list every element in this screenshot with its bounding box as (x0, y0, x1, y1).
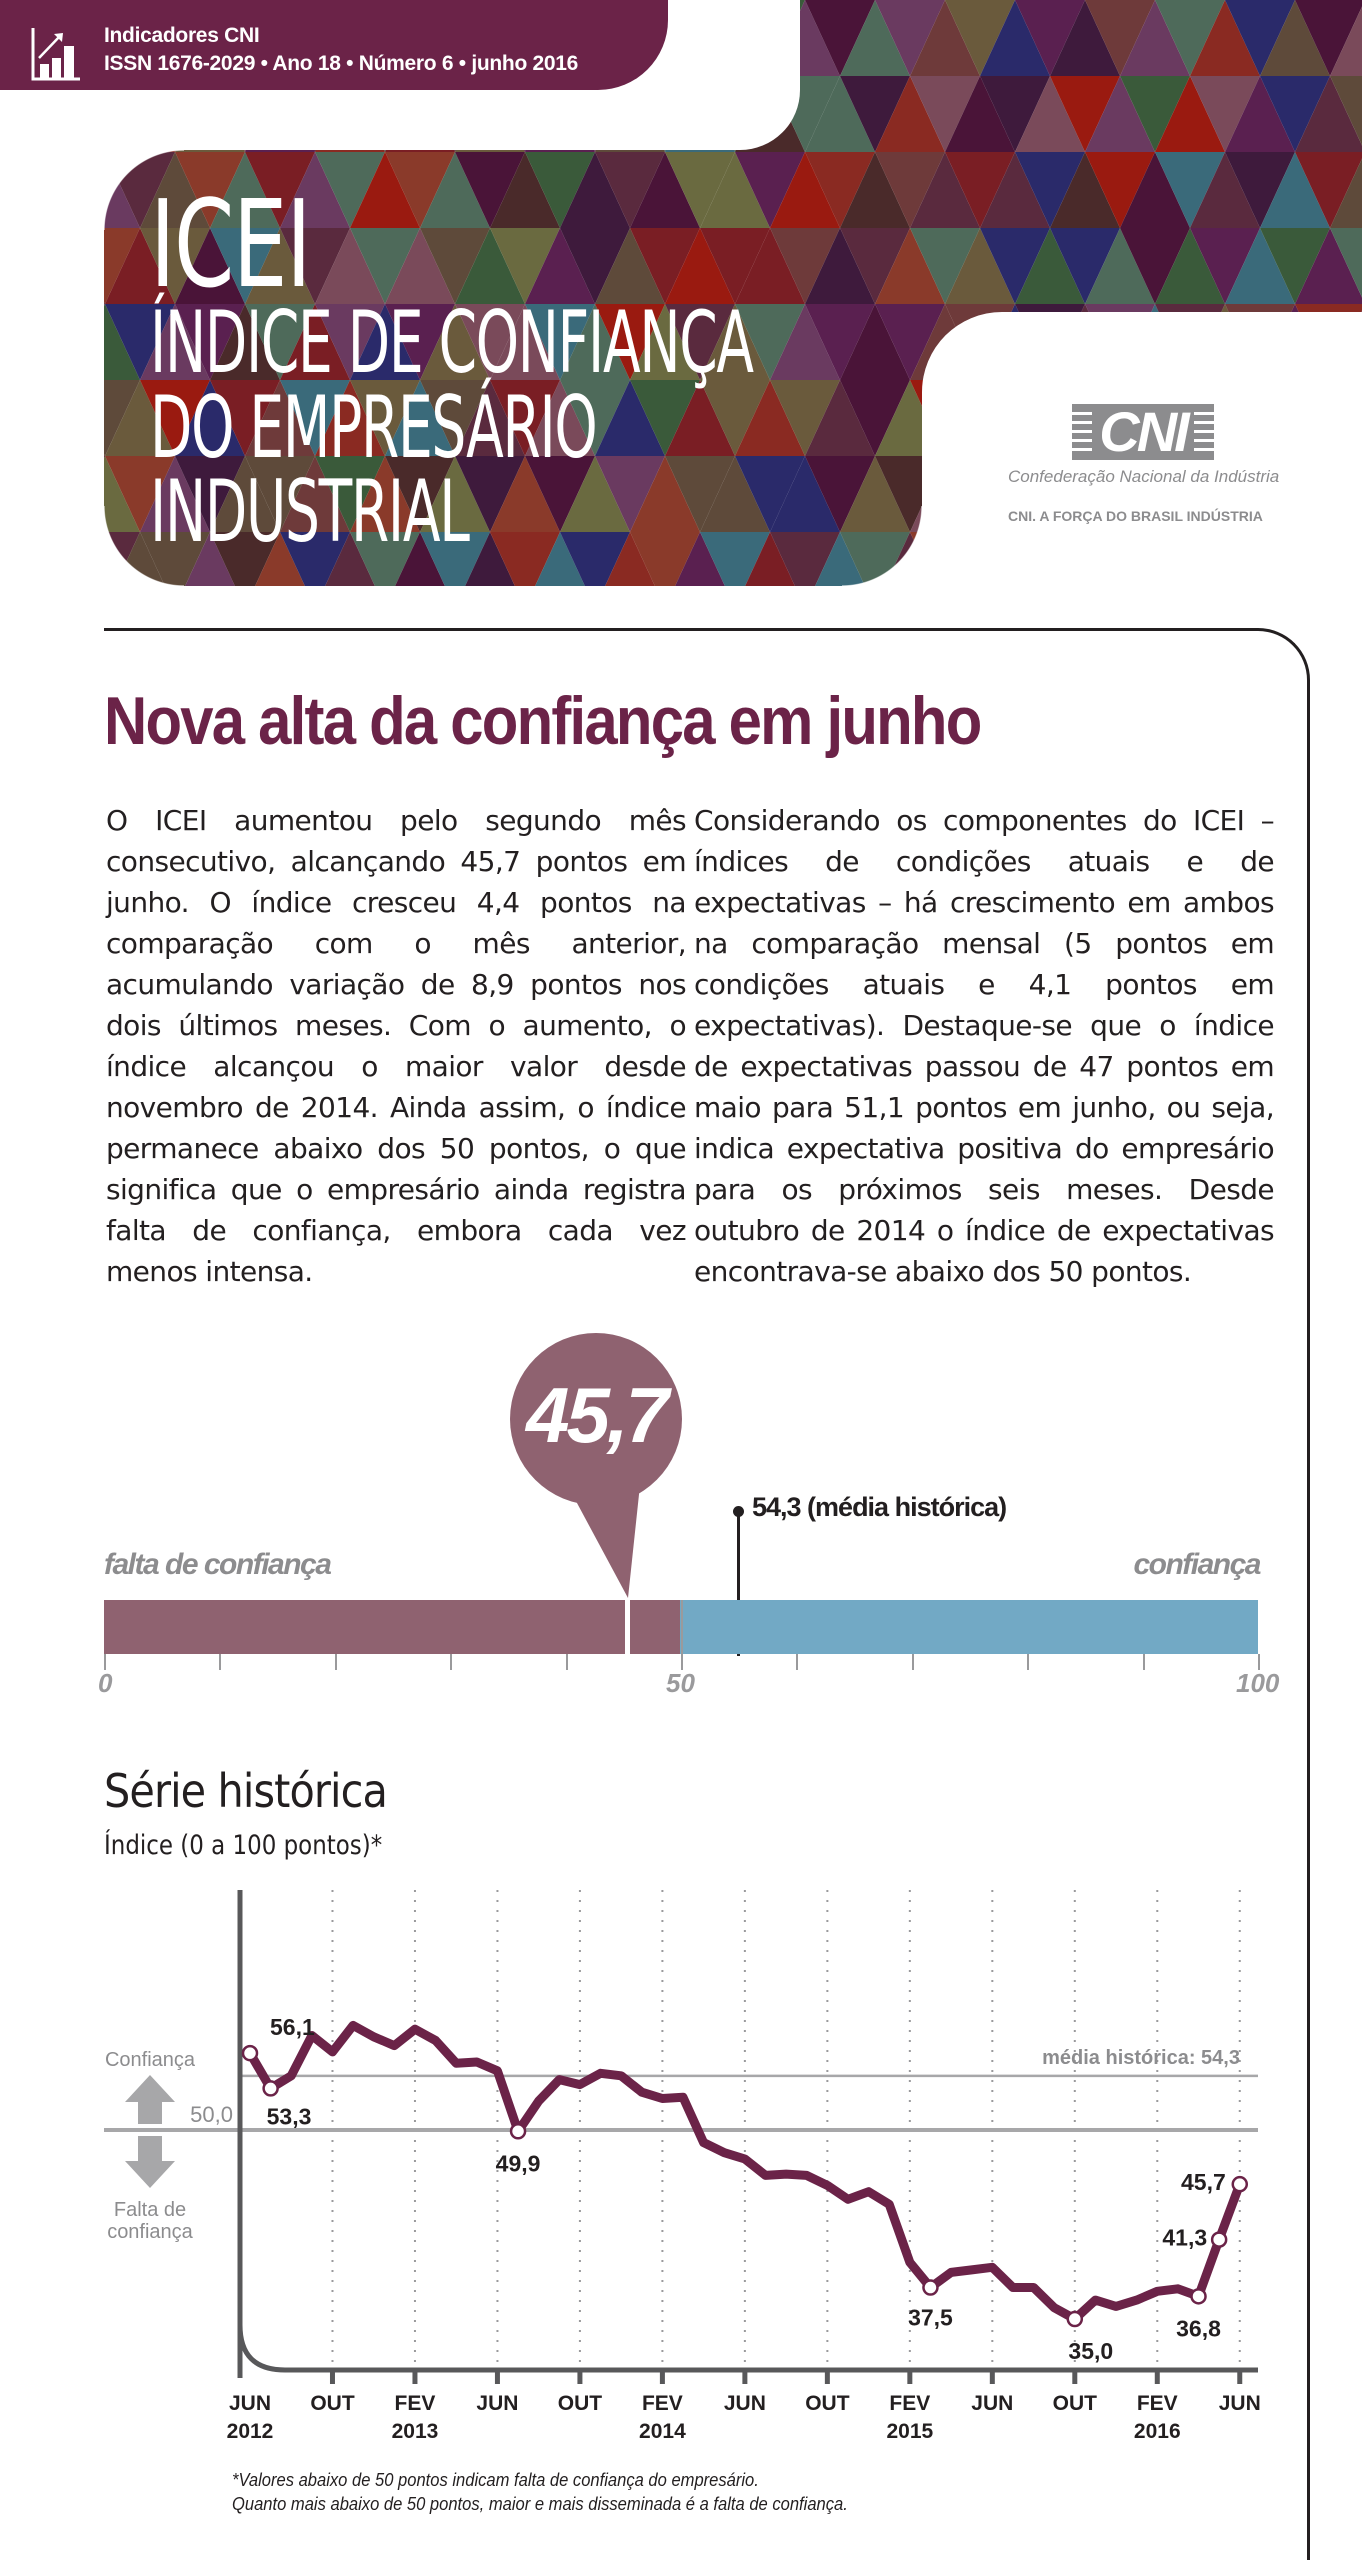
publication-bar (0, 0, 668, 90)
svg-text:53,3: 53,3 (267, 2103, 312, 2129)
series-title: Série histórica (104, 1764, 388, 1818)
header-bottom-band (0, 586, 1362, 616)
gauge-tick (1027, 1654, 1030, 1670)
svg-text:OUT: OUT (310, 2392, 355, 2415)
svg-text:49,9: 49,9 (496, 2150, 541, 2176)
title-line-1: ÍNDICE DE CONFIANÇA (150, 293, 754, 393)
historical-mean-label: 54,3 (média histórica) (752, 1492, 1007, 1522)
cni-logo-mark: CNI (1092, 404, 1194, 460)
cni-full-name: Confederação Nacional da Indústria (1008, 467, 1280, 486)
svg-text:2013: 2013 (392, 2420, 439, 2440)
svg-text:56,1: 56,1 (270, 2014, 315, 2040)
svg-text:2015: 2015 (886, 2420, 933, 2440)
svg-text:35,0: 35,0 (1068, 2338, 1113, 2364)
svg-text:média histórica: 54,3: média histórica: 54,3 (1042, 2047, 1240, 2069)
svg-text:2012: 2012 (227, 2420, 274, 2440)
bar-chart-growth-icon (31, 28, 80, 81)
historical-mean-dot (733, 1506, 744, 1517)
gauge-label-low: falta de confiança (104, 1548, 332, 1581)
current-value: 45,7 (526, 1371, 669, 1459)
svg-text:2016: 2016 (1134, 2420, 1181, 2440)
svg-text:JUN: JUN (724, 2392, 766, 2415)
svg-text:JUN: JUN (229, 2392, 271, 2415)
title-card-corner (842, 506, 922, 586)
gauge-bar-low (104, 1600, 680, 1654)
svg-text:JUN: JUN (971, 2392, 1013, 2415)
svg-text:50,0: 50,0 (190, 2102, 233, 2127)
gauge-axis-label: 100 (1236, 1668, 1280, 1698)
svg-text:FEV: FEV (1137, 2392, 1178, 2415)
issue-line: ISSN 1676-2029 • Ano 18 • Número 6 • jun… (104, 52, 579, 75)
svg-text:2014: 2014 (639, 2420, 686, 2440)
title-line-3: INDUSTRIAL (150, 462, 470, 562)
gauge-label-high: confiança (1133, 1548, 1261, 1581)
gauge-tick (1142, 1654, 1145, 1670)
gauge-bar-high (680, 1600, 1258, 1654)
current-value-bubble (510, 1333, 682, 1505)
gauge-tick (1258, 1654, 1260, 1670)
series-subtitle: Índice (0 a 100 pontos)* (104, 1830, 383, 1861)
svg-text:FEV: FEV (889, 2392, 930, 2415)
title-card-corner (104, 506, 184, 586)
svg-text:confiança: confiança (107, 2221, 193, 2243)
svg-text:OUT: OUT (1053, 2392, 1098, 2415)
gauge-tick (796, 1654, 799, 1670)
historical-line-chart: média histórica: 54,3 50,0 JUN 2012 OUT FEV 20… (104, 1890, 1261, 2440)
cni-logo: CNI (1072, 404, 1214, 460)
gauge-tick (334, 1654, 337, 1670)
gauge-tick (450, 1654, 453, 1670)
svg-text:FEV: FEV (642, 2392, 683, 2415)
footnote-2: Quanto mais abaixo de 50 pontos, maior e… (232, 2494, 848, 2514)
svg-text:FEV: FEV (395, 2392, 436, 2415)
article-paragraph-right: Considerando os componentes do ICEI – ín… (694, 804, 1275, 1288)
title-card-corner (104, 150, 184, 230)
title-line-2: DO EMPRESÁRIO (150, 378, 598, 478)
article-headline: Nova alta da confiança em junho (104, 683, 982, 759)
content-frame (104, 628, 1310, 2560)
gauge-axis-label: 50 (666, 1668, 695, 1698)
historical-mean-line (737, 1510, 740, 1656)
svg-text:JUN: JUN (476, 2392, 518, 2415)
footnote-1: *Valores abaixo de 50 pontos indicam fal… (232, 2470, 759, 2490)
left-margin (0, 0, 104, 586)
svg-text:OUT: OUT (805, 2392, 850, 2415)
publication-name: Indicadores CNI (104, 24, 260, 47)
gauge-axis-label: 0 (98, 1668, 113, 1698)
svg-text:36,8: 36,8 (1176, 2315, 1221, 2341)
gauge-axis (104, 1600, 1260, 1670)
svg-text:45,7: 45,7 (1181, 2169, 1226, 2195)
gauge-tick (565, 1654, 568, 1670)
cni-tagline: CNI. A FORÇA DO BRASIL INDÚSTRIA (1008, 508, 1263, 524)
article-paragraph-left: O ICEI aumentou pelo segundo mês consecu… (106, 804, 687, 1288)
gauge-tick (681, 1600, 683, 1670)
svg-text:37,5: 37,5 (908, 2305, 953, 2331)
gauge-tick (104, 1654, 106, 1670)
bubble-pointer (570, 1485, 640, 1598)
gauge-tick (219, 1654, 222, 1670)
svg-text:OUT: OUT (558, 2392, 603, 2415)
svg-text:41,3: 41,3 (1162, 2225, 1207, 2251)
gauge-current-marker (625, 1598, 630, 1656)
gauge-tick (911, 1654, 914, 1670)
title-acronym: ICEI (150, 176, 312, 315)
svg-text:Falta de: Falta de (114, 2199, 186, 2221)
svg-text:Confiança: Confiança (105, 2049, 196, 2071)
svg-text:JUN: JUN (1219, 2392, 1261, 2415)
